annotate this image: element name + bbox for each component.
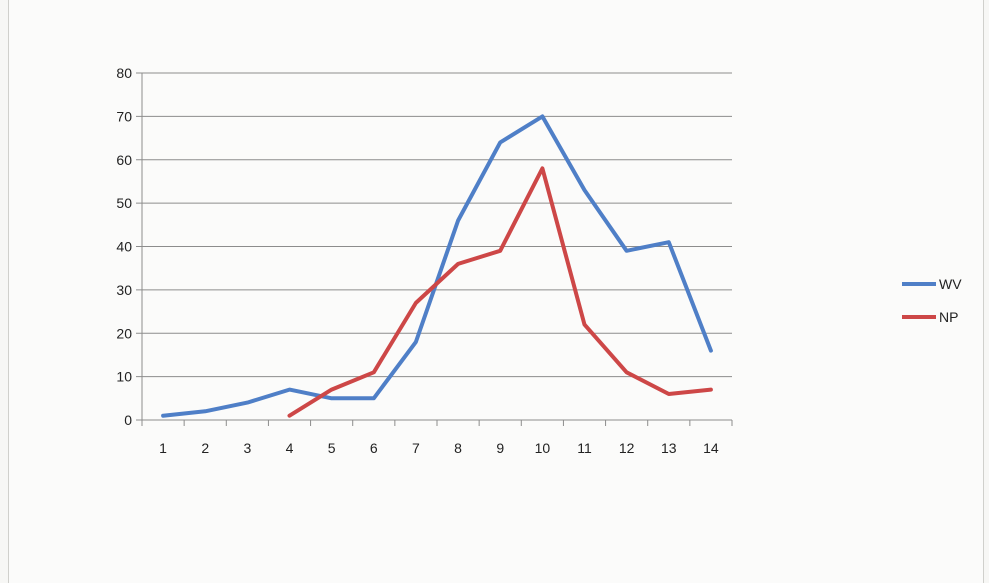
x-tick-label: 5 [328, 440, 336, 456]
legend-label-np: NP [939, 309, 958, 325]
legend: WV NP [902, 276, 962, 325]
x-tick-label: 10 [535, 440, 551, 456]
x-tick-label: 3 [243, 440, 251, 456]
x-tick-label: 12 [619, 440, 635, 456]
y-tick-label: 0 [124, 412, 132, 428]
series-line-np [287, 166, 713, 418]
x-tick-label: 9 [496, 440, 504, 456]
axes [136, 72, 733, 426]
y-tick-label: 20 [116, 325, 132, 341]
y-axis-tick-labels: 0 10 20 30 40 50 60 70 80 [116, 65, 132, 428]
series-lines [161, 114, 713, 418]
chart-frame: 0 10 20 30 40 50 60 70 80 1 2 3 4 5 6 7 8 9 10 11 12 13 14 WV… [8, 0, 984, 583]
x-axis-tick-labels: 1 2 3 4 5 6 7 8 9 10 11 12 13 14 [159, 440, 719, 456]
gridlines [142, 72, 732, 378]
y-tick-label: 80 [116, 65, 132, 81]
x-tick-label: 6 [370, 440, 378, 456]
y-tick-label: 60 [116, 152, 132, 168]
x-tick-label: 8 [454, 440, 462, 456]
y-tick-label: 30 [116, 282, 132, 298]
x-tick-label: 4 [286, 440, 294, 456]
x-tick-label: 7 [412, 440, 420, 456]
y-tick-label: 10 [116, 369, 132, 385]
y-tick-label: 50 [116, 195, 132, 211]
x-tick-label: 1 [159, 440, 167, 456]
series-line-wv [161, 114, 713, 418]
x-tick-label: 14 [703, 440, 719, 456]
x-tick-label: 11 [577, 440, 592, 456]
x-tick-label: 2 [201, 440, 209, 456]
y-tick-label: 70 [116, 108, 132, 124]
y-tick-label: 40 [116, 239, 132, 255]
x-tick-label: 13 [661, 440, 677, 456]
legend-label-wv: WV [939, 276, 962, 292]
